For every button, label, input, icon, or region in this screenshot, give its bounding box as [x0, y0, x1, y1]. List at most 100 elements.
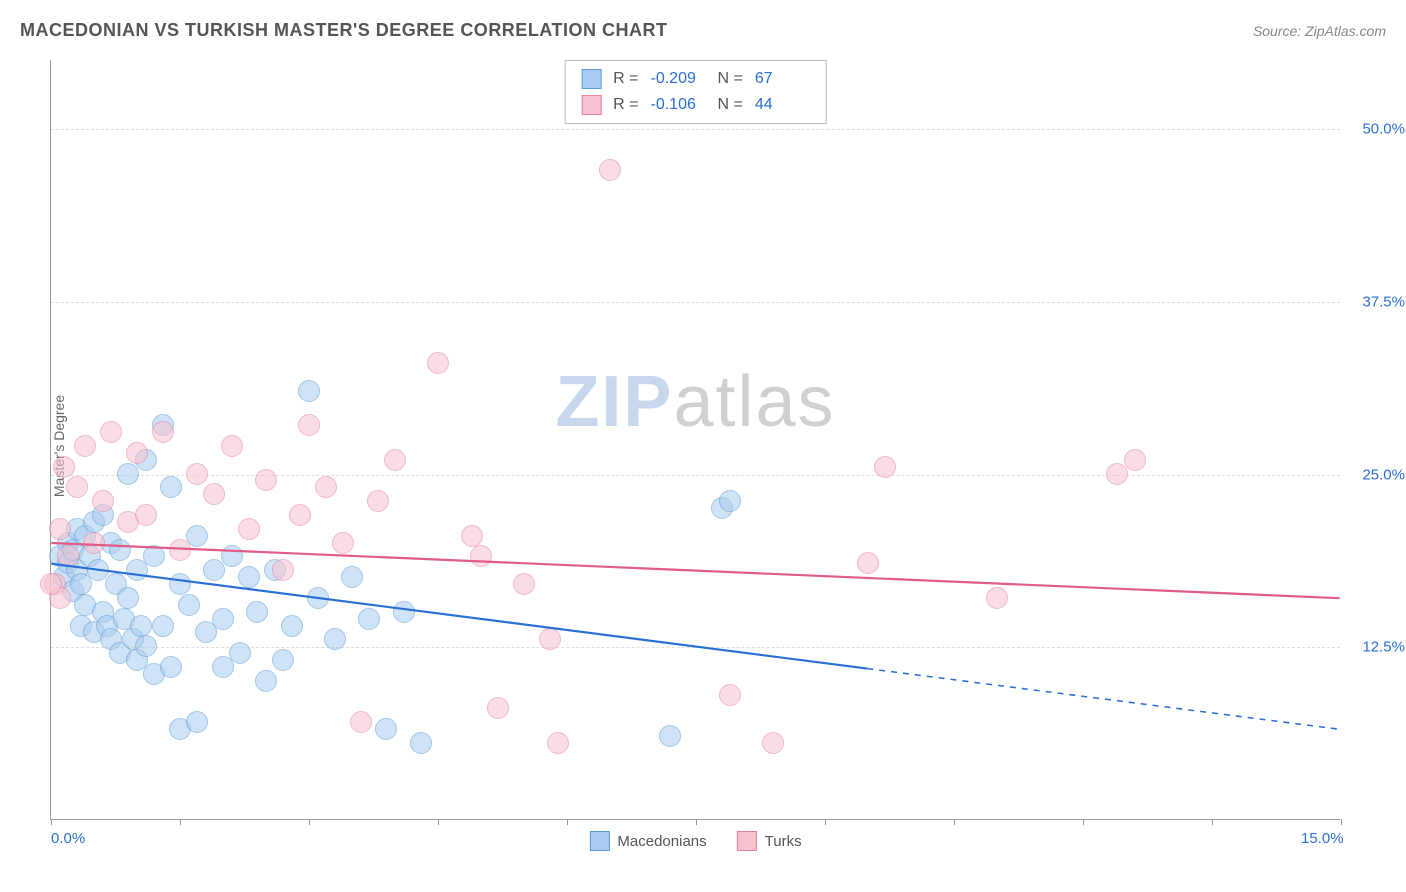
xtick-mark	[1341, 819, 1342, 825]
n-label: N =	[718, 70, 743, 88]
scatter-point	[109, 539, 131, 561]
scatter-point	[40, 573, 62, 595]
ytick-label: 37.5%	[1362, 293, 1405, 310]
scatter-point	[169, 573, 191, 595]
legend-label: Turks	[765, 833, 802, 850]
scatter-point	[221, 435, 243, 457]
scatter-point	[719, 684, 741, 706]
scatter-point	[221, 545, 243, 567]
watermark-zip: ZIP	[555, 362, 673, 442]
scatter-point	[410, 732, 432, 754]
xtick-mark	[825, 819, 826, 825]
scatter-point	[186, 463, 208, 485]
chart-area: ZIPatlas R = -0.209 N = 67 R = -0.106 N …	[50, 60, 1340, 820]
scatter-point	[324, 628, 346, 650]
n-label: N =	[718, 96, 743, 114]
source-label: Source: ZipAtlas.com	[1253, 23, 1386, 39]
legend-label: Macedonians	[617, 833, 706, 850]
scatter-point	[160, 476, 182, 498]
scatter-point	[599, 159, 621, 181]
xtick-label: 0.0%	[51, 830, 85, 847]
scatter-point	[986, 587, 1008, 609]
scatter-point	[719, 490, 741, 512]
scatter-point	[461, 525, 483, 547]
swatch-macedonians	[581, 69, 601, 89]
scatter-point	[212, 608, 234, 630]
stats-row-turks: R = -0.106 N = 44	[581, 95, 810, 115]
scatter-point	[315, 476, 337, 498]
n-value: 44	[755, 96, 810, 114]
scatter-point	[307, 587, 329, 609]
scatter-point	[470, 545, 492, 567]
scatter-point	[547, 732, 569, 754]
r-label: R =	[613, 70, 638, 88]
scatter-point	[281, 615, 303, 637]
scatter-point	[169, 539, 191, 561]
scatter-point	[203, 483, 225, 505]
ytick-label: 25.0%	[1362, 466, 1405, 483]
trend-lines-svg	[51, 60, 1340, 819]
scatter-point	[130, 615, 152, 637]
scatter-point	[298, 380, 320, 402]
ytick-label: 12.5%	[1362, 639, 1405, 656]
scatter-point	[238, 566, 260, 588]
xtick-mark	[1083, 819, 1084, 825]
scatter-point	[152, 421, 174, 443]
scatter-point	[117, 587, 139, 609]
scatter-point	[367, 490, 389, 512]
scatter-point	[178, 594, 200, 616]
xtick-mark	[567, 819, 568, 825]
scatter-point	[539, 628, 561, 650]
xtick-mark	[696, 819, 697, 825]
scatter-point	[1124, 449, 1146, 471]
scatter-point	[255, 670, 277, 692]
bottom-legend: Macedonians Turks	[589, 831, 801, 851]
scatter-point	[255, 469, 277, 491]
scatter-point	[83, 532, 105, 554]
gridline	[51, 302, 1340, 303]
scatter-point	[350, 711, 372, 733]
xtick-mark	[51, 819, 52, 825]
gridline	[51, 129, 1340, 130]
scatter-point	[289, 504, 311, 526]
stats-row-macedonians: R = -0.209 N = 67	[581, 69, 810, 89]
xtick-mark	[180, 819, 181, 825]
scatter-point	[341, 566, 363, 588]
legend-item-macedonians: Macedonians	[589, 831, 706, 851]
stats-legend: R = -0.209 N = 67 R = -0.106 N = 44	[564, 60, 827, 124]
legend-item-turks: Turks	[737, 831, 802, 851]
gridline	[51, 475, 1340, 476]
xtick-mark	[438, 819, 439, 825]
swatch-turks	[581, 95, 601, 115]
scatter-point	[298, 414, 320, 436]
r-value: -0.106	[651, 96, 706, 114]
scatter-point	[513, 573, 535, 595]
scatter-point	[384, 449, 406, 471]
scatter-point	[135, 504, 157, 526]
watermark-atlas: atlas	[673, 362, 835, 442]
scatter-point	[332, 532, 354, 554]
scatter-point	[375, 718, 397, 740]
scatter-point	[57, 545, 79, 567]
r-value: -0.209	[651, 70, 706, 88]
scatter-point	[152, 615, 174, 637]
scatter-point	[53, 456, 75, 478]
scatter-point	[762, 732, 784, 754]
xtick-mark	[1212, 819, 1213, 825]
scatter-point	[272, 559, 294, 581]
scatter-point	[246, 601, 268, 623]
trendline-dashed	[867, 669, 1339, 730]
scatter-point	[92, 490, 114, 512]
r-label: R =	[613, 96, 638, 114]
scatter-point	[66, 476, 88, 498]
scatter-point	[427, 352, 449, 374]
scatter-point	[874, 456, 896, 478]
swatch-macedonians	[589, 831, 609, 851]
scatter-point	[358, 608, 380, 630]
scatter-point	[857, 552, 879, 574]
ytick-label: 50.0%	[1362, 121, 1405, 138]
xtick-mark	[309, 819, 310, 825]
scatter-point	[49, 518, 71, 540]
n-value: 67	[755, 70, 810, 88]
scatter-point	[393, 601, 415, 623]
